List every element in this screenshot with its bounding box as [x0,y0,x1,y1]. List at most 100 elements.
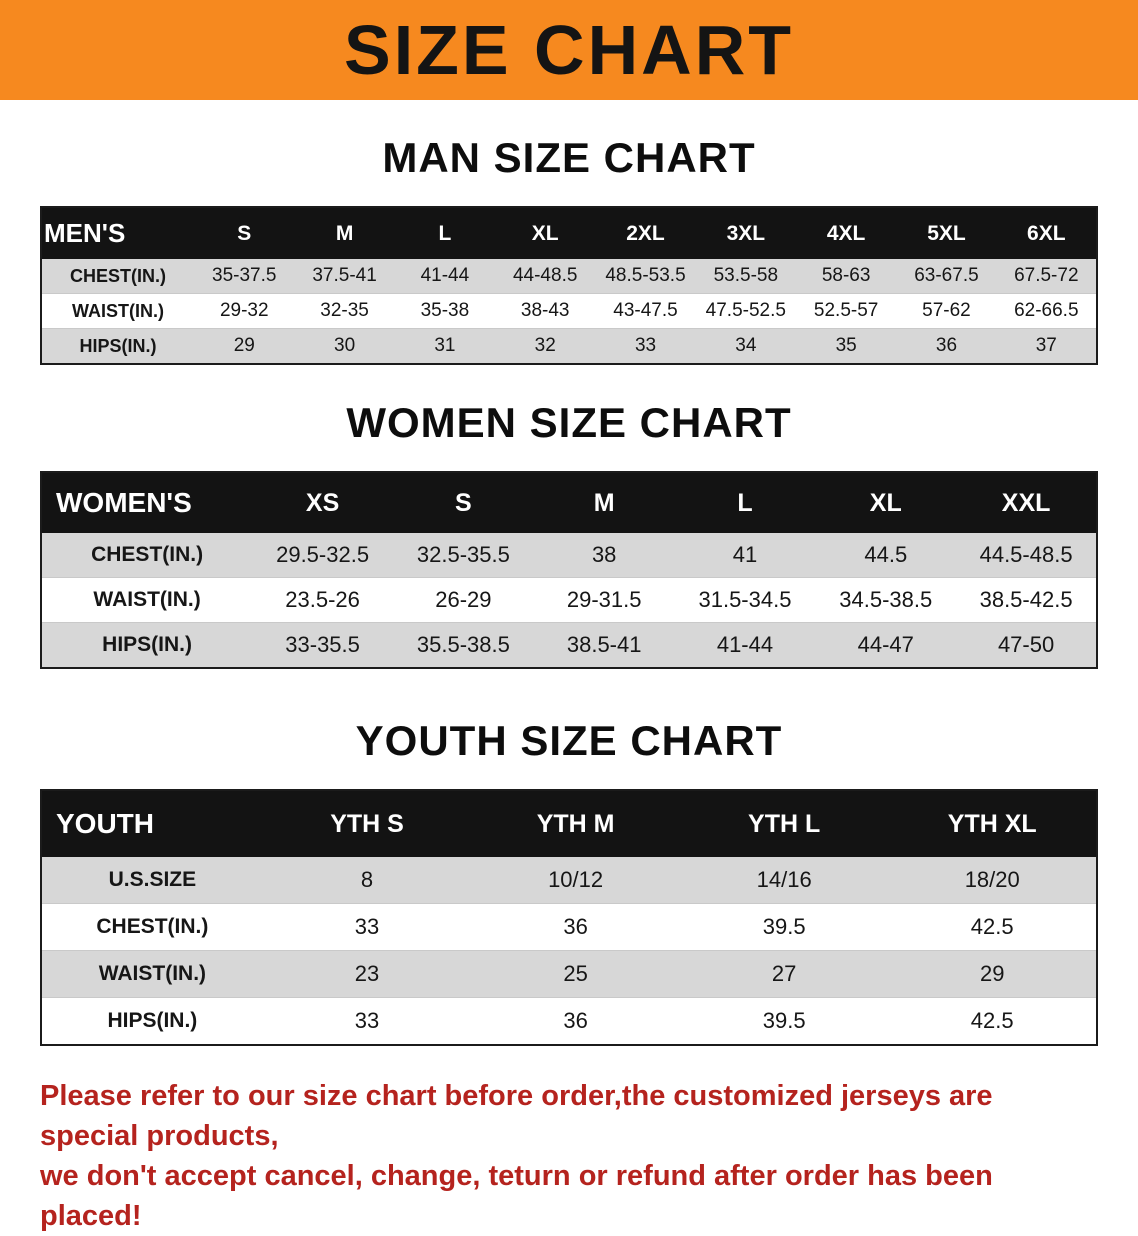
youth-table-wrapper: YOUTH YTH S YTH M YTH L YTH XL U.S.SIZE 8 10/12… [40,789,1098,1046]
measurement-value-cell: 33 [262,903,472,951]
measurement-value-cell: 57-62 [896,293,997,329]
table-title-cell: MEN'S [41,207,195,259]
table-row: CHEST(IN.) 29.5-32.5 32.5-35.5 38 41 44.5 44.5… [41,533,1097,578]
table-row: U.S.SIZE 8 10/12 14/16 18/20 [41,857,1097,904]
measurement-value-cell: 44-47 [815,622,957,668]
measurement-label-cell: CHEST(IN.) [41,259,195,294]
measurement-value-cell: 27 [679,950,889,998]
measurement-label-cell: HIPS(IN.) [41,997,263,1045]
measurement-value-cell: 26-29 [392,577,534,623]
women-size-section: WOMEN SIZE CHART WOMEN'S XS S M L XL XXL CHEST(… [0,399,1138,669]
measurement-value-cell: 14/16 [679,857,889,904]
banner: SIZE CHART [0,0,1138,100]
measurement-value-cell: 33 [595,328,696,364]
table-row: WAIST(IN.) 29-32 32-35 35-38 38-43 43-47.5 47.… [41,293,1097,329]
table-row: HIPS(IN.) 33-35.5 35.5-38.5 38.5-41 41-44 44-… [41,622,1097,668]
measurement-value-cell: 41 [674,533,816,578]
measurement-value-cell: 33-35.5 [252,622,393,668]
measurement-value-cell: 58-63 [795,259,897,294]
measurement-value-cell: 29.5-32.5 [252,533,393,578]
measurement-label-cell: WAIST(IN.) [41,577,253,623]
size-header-cell: M [533,472,675,533]
measurement-value-cell: 47.5-52.5 [695,293,796,329]
measurement-value-cell: 10/12 [471,857,680,904]
measurement-value-cell: 35.5-38.5 [392,622,534,668]
measurement-value-cell: 37.5-41 [294,259,395,294]
measurement-value-cell: 23 [262,950,472,998]
table-row: HIPS(IN.) 29 30 31 32 33 34 35 36 37 [41,328,1097,364]
measurement-value-cell: 41-44 [674,622,816,668]
table-row: WAIST(IN.) 23 25 27 29 [41,950,1097,998]
size-header-cell: M [294,207,395,259]
measurement-value-cell: 31.5-34.5 [674,577,816,623]
measurement-label-cell: HIPS(IN.) [41,328,195,364]
measurement-value-cell: 37 [996,328,1097,364]
measurement-value-cell: 18/20 [888,857,1097,904]
table-title-cell: YOUTH [41,790,263,857]
measurement-value-cell: 29-31.5 [533,577,675,623]
size-header-cell: 5XL [896,207,997,259]
measurement-value-cell: 35-37.5 [194,259,295,294]
women-table-wrapper: WOMEN'S XS S M L XL XXL CHEST(IN.) 29.5-32.5 32.5… [40,471,1098,669]
measurement-value-cell: 36 [471,997,680,1045]
measurement-value-cell: 29 [194,328,295,364]
size-header-cell: XL [495,207,596,259]
table-title-cell: WOMEN'S [41,472,253,533]
men-section-heading: MAN SIZE CHART [382,134,756,181]
measurement-value-cell: 43-47.5 [595,293,696,329]
measurement-label-cell: U.S.SIZE [41,857,263,904]
size-header-cell: YTH S [262,790,472,857]
page-title: SIZE CHART [344,11,794,89]
size-header-cell: S [392,472,534,533]
measurement-value-cell: 25 [471,950,680,998]
size-header-cell: 2XL [595,207,696,259]
men-table-wrapper: MEN'S S M L XL 2XL 3XL 4XL 5XL 6XL CHEST(IN.) 35-37… [40,206,1098,365]
measurement-value-cell: 36 [896,328,997,364]
table-row: WAIST(IN.) 23.5-26 26-29 29-31.5 31.5-34.5 34… [41,577,1097,623]
measurement-value-cell: 62-66.5 [996,293,1097,329]
measurement-value-cell: 35-38 [394,293,496,329]
measurement-value-cell: 39.5 [679,903,889,951]
measurement-value-cell: 34 [695,328,796,364]
measurement-value-cell: 44.5 [815,533,957,578]
disclaimer-line-2: we don't accept cancel, change, teturn o… [40,1160,993,1233]
size-header-cell: 3XL [695,207,796,259]
measurement-value-cell: 38.5-41 [533,622,675,668]
measurement-value-cell: 44.5-48.5 [956,533,1097,578]
men-size-section: MAN SIZE CHART MEN'S S M L XL 2XL 3XL 4XL 5XL 6XL… [0,134,1138,365]
measurement-value-cell: 32-35 [294,293,395,329]
measurement-value-cell: 33 [262,997,472,1045]
measurement-value-cell: 38-43 [495,293,596,329]
table-row: HIPS(IN.) 33 36 39.5 42.5 [41,997,1097,1045]
disclaimer: Please refer to our size chart before or… [40,1076,1098,1236]
measurement-value-cell: 63-67.5 [896,259,997,294]
size-header-cell: L [674,472,816,533]
size-header-cell: XL [815,472,957,533]
table-header-row: MEN'S S M L XL 2XL 3XL 4XL 5XL 6XL [41,207,1097,259]
women-section-heading: WOMEN SIZE CHART [346,399,792,446]
table-header-row: WOMEN'S XS S M L XL XXL [41,472,1097,533]
size-header-cell: 4XL [795,207,897,259]
measurement-value-cell: 30 [294,328,395,364]
measurement-label-cell: CHEST(IN.) [41,903,263,951]
measurement-value-cell: 23.5-26 [252,577,393,623]
size-header-cell: YTH XL [888,790,1097,857]
women-size-table: WOMEN'S XS S M L XL XXL CHEST(IN.) 29.5-32.5 32.5… [40,471,1098,669]
size-header-cell: XS [252,472,393,533]
youth-size-section: YOUTH SIZE CHART YOUTH YTH S YTH M YTH L YTH… [0,717,1138,1046]
measurement-value-cell: 31 [394,328,496,364]
measurement-value-cell: 38 [533,533,675,578]
size-header-cell: S [194,207,295,259]
measurement-value-cell: 52.5-57 [795,293,897,329]
measurement-value-cell: 44-48.5 [495,259,596,294]
size-header-cell: L [394,207,496,259]
measurement-value-cell: 36 [471,903,680,951]
measurement-label-cell: WAIST(IN.) [41,950,263,998]
disclaimer-line-1: Please refer to our size chart before or… [40,1080,993,1153]
table-row: CHEST(IN.) 35-37.5 37.5-41 41-44 44-48.5 48.5… [41,259,1097,294]
table-header-row: YOUTH YTH S YTH M YTH L YTH XL [41,790,1097,857]
youth-size-table: YOUTH YTH S YTH M YTH L YTH XL U.S.SIZE 8 10/12… [40,789,1098,1046]
youth-section-heading: YOUTH SIZE CHART [355,717,783,764]
size-header-cell: YTH L [679,790,889,857]
